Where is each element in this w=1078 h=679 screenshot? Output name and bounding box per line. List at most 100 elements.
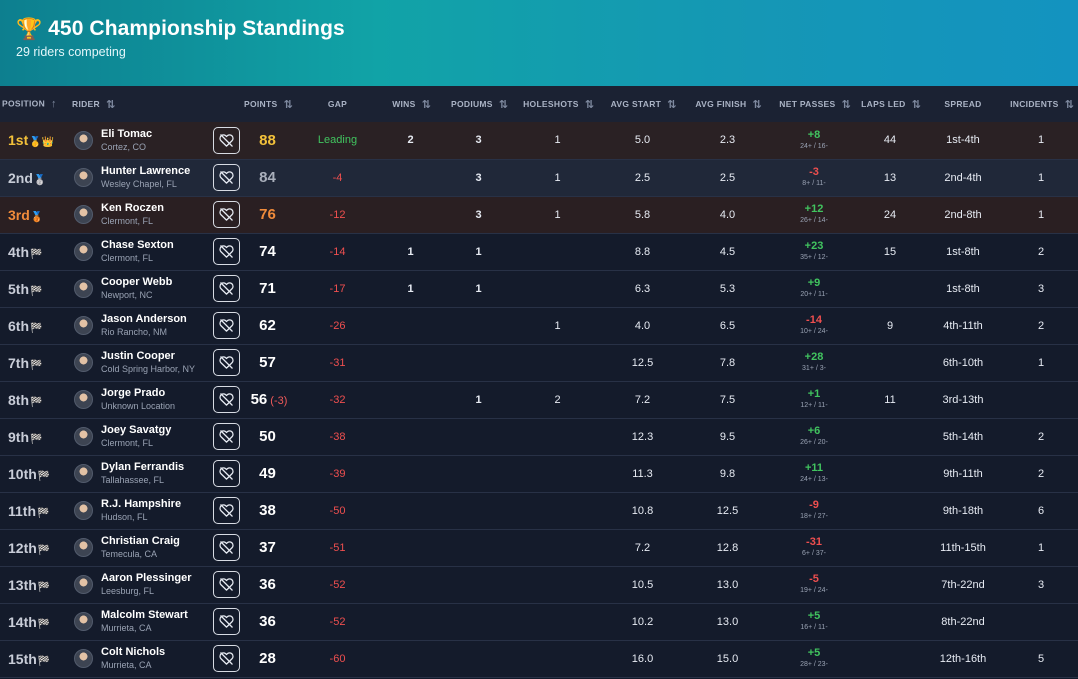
gap-cell: -38 xyxy=(329,430,346,443)
rider-location: Murrieta, CA xyxy=(101,623,152,633)
rider-name[interactable]: Joey Savatgy xyxy=(101,424,172,436)
heart-off-icon xyxy=(219,429,234,444)
rider-cell[interactable]: Dylan Ferrandis Tallahassee, FL xyxy=(70,455,242,492)
table-row[interactable]: 3rd🥉 Ken Roczen Clermont, FL 76 -12 3 1 5.8 4.0 +… xyxy=(0,196,1078,233)
table-row[interactable]: 2nd🥈 Hunter Lawrence Wesley Chapel, FL 84 -4… xyxy=(0,159,1078,196)
table-row[interactable]: 14th🏁 Malcolm Stewart Murrieta, CA 36 -52 10.… xyxy=(0,603,1078,640)
sort-icon[interactable]: ⇅ xyxy=(667,98,676,111)
rider-name[interactable]: Chase Sexton xyxy=(101,239,174,251)
column-header-rider[interactable]: RIDER ⇅ xyxy=(72,98,115,111)
column-header-points[interactable]: POINTS ⇅ xyxy=(244,98,293,111)
sort-ascending-icon[interactable]: ↑ xyxy=(51,98,57,110)
points-value: 88 xyxy=(259,131,276,149)
rider-name[interactable]: Cooper Webb xyxy=(101,276,173,288)
table-row[interactable]: 13th🏁 Aaron Plessinger Leesburg, FL 36 -52 10… xyxy=(0,566,1078,603)
rider-name[interactable]: Eli Tomac xyxy=(101,127,153,140)
column-header-holeshots[interactable]: HOLESHOTS ⇅ xyxy=(523,98,594,111)
sort-icon[interactable]: ⇅ xyxy=(841,98,851,111)
favorite-toggle-button[interactable] xyxy=(213,275,240,302)
incidents-cell: 1 xyxy=(1037,171,1045,184)
favorite-toggle-button[interactable] xyxy=(213,460,240,487)
favorite-toggle-button[interactable] xyxy=(213,497,240,524)
position-cell: 7th🏁 xyxy=(0,344,70,381)
column-header-avg-finish[interactable]: AVG FINISH ⇅ xyxy=(695,98,761,111)
column-header-podiums[interactable]: PODIUMS ⇅ xyxy=(451,98,508,111)
holeshots-cell: 1 xyxy=(554,134,561,147)
table-row[interactable]: 6th🏁 Jason Anderson Rio Rancho, NM 62 -26 1 4.… xyxy=(0,307,1078,344)
rider-cell[interactable]: Chase Sexton Clermont, FL xyxy=(70,233,242,270)
favorite-toggle-button[interactable] xyxy=(213,423,240,450)
table-row[interactable]: 7th🏁 Justin Cooper Cold Spring Harbor, NY 5… xyxy=(0,344,1078,381)
gap-cell: -4 xyxy=(332,171,343,184)
column-header-avg-start[interactable]: AVG START ⇅ xyxy=(610,98,677,111)
rider-name[interactable]: Malcolm Stewart xyxy=(101,609,188,621)
table-row[interactable]: 12th🏁 Christian Craig Temecula, CA 37 -51 7.2… xyxy=(0,529,1078,566)
rider-cell[interactable]: Ken Roczen Clermont, FL xyxy=(70,196,242,233)
column-header-position[interactable]: POSITION ↑ xyxy=(2,98,57,110)
rider-avatar xyxy=(74,649,93,668)
rider-cell[interactable]: Malcolm Stewart Murrieta, CA xyxy=(70,603,242,640)
favorite-toggle-button[interactable] xyxy=(213,608,240,635)
rider-cell[interactable]: Aaron Plessinger Leesburg, FL xyxy=(70,566,242,603)
favorite-toggle-button[interactable] xyxy=(213,645,240,672)
rider-name[interactable]: Hunter Lawrence xyxy=(101,165,191,177)
rider-cell[interactable]: Cooper Webb Newport, NC xyxy=(70,270,242,307)
table-row[interactable]: 4th🏁 Chase Sexton Clermont, FL 74 -14 1 1 8.8 4.… xyxy=(0,233,1078,270)
favorite-toggle-button[interactable] xyxy=(213,534,240,561)
spread-cell: 12th-16th xyxy=(939,652,987,665)
table-row[interactable]: 15th🏁 Colt Nichols Murrieta, CA 28 -60 16.0 15… xyxy=(0,640,1078,677)
table-row[interactable]: 5th🏁 Cooper Webb Newport, NC 71 -17 1 1 6.3 5.3 +… xyxy=(0,270,1078,307)
column-header-incidents[interactable]: INCIDENTS ⇅ xyxy=(1010,98,1074,111)
sort-icon[interactable]: ⇅ xyxy=(1064,98,1074,111)
rider-name[interactable]: R.J. Hampshire xyxy=(101,498,182,510)
sort-icon[interactable]: ⇅ xyxy=(421,98,431,111)
rider-cell[interactable]: Hunter Lawrence Wesley Chapel, FL xyxy=(70,159,242,196)
table-row[interactable]: 10th🏁 Dylan Ferrandis Tallahassee, FL 49 -39… xyxy=(0,455,1078,492)
rider-avatar xyxy=(74,575,93,594)
laps-led-cell: 44 xyxy=(883,134,897,147)
rider-name[interactable]: Justin Cooper xyxy=(101,350,175,362)
sort-icon[interactable]: ⇅ xyxy=(105,98,115,111)
favorite-toggle-button[interactable] xyxy=(213,164,240,191)
rider-name[interactable]: Jorge Prado xyxy=(101,387,166,399)
rider-name[interactable]: Aaron Plessinger xyxy=(101,572,192,584)
favorite-toggle-button[interactable] xyxy=(213,312,240,339)
table-row[interactable]: 9th🏁 Joey Savatgy Clermont, FL 50 -38 12.3 9.5… xyxy=(0,418,1078,455)
favorite-toggle-button[interactable] xyxy=(213,349,240,376)
rider-name[interactable]: Christian Craig xyxy=(101,535,180,547)
rider-cell[interactable]: Justin Cooper Cold Spring Harbor, NY xyxy=(70,344,242,381)
rider-name[interactable]: Jason Anderson xyxy=(101,313,187,325)
favorite-toggle-button[interactable] xyxy=(213,126,240,154)
gap-cell: -26 xyxy=(329,319,346,332)
favorite-toggle-button[interactable] xyxy=(213,238,240,265)
rider-cell[interactable]: Eli Tomac Cortez, CO xyxy=(70,122,242,159)
column-header-wins[interactable]: WINS ⇅ xyxy=(392,98,431,111)
points-cell: 71 xyxy=(242,270,296,307)
column-header-net-passes[interactable]: NET PASSES ⇅ xyxy=(779,98,851,111)
table-row[interactable]: 8th🏁 Jorge Prado Unknown Location 56 (-3) -32… xyxy=(0,381,1078,418)
sort-icon[interactable]: ⇅ xyxy=(498,98,508,111)
column-header-laps-led[interactable]: LAPS LED ⇅ xyxy=(861,98,921,111)
sort-icon[interactable]: ⇅ xyxy=(283,98,292,111)
rider-cell[interactable]: Joey Savatgy Clermont, FL xyxy=(70,418,242,455)
rider-cell[interactable]: Christian Craig Temecula, CA xyxy=(70,529,242,566)
rider-cell[interactable]: Jorge Prado Unknown Location xyxy=(70,381,242,418)
wins-cell xyxy=(379,455,442,492)
sort-icon[interactable]: ⇅ xyxy=(911,98,921,111)
heart-off-icon xyxy=(219,503,234,518)
rider-cell[interactable]: Jason Anderson Rio Rancho, NM xyxy=(70,307,242,344)
wins-cell: 1 xyxy=(407,282,414,295)
rider-cell[interactable]: Colt Nichols Murrieta, CA xyxy=(70,640,242,677)
favorite-toggle-button[interactable] xyxy=(213,201,240,228)
rider-cell[interactable]: R.J. Hampshire Hudson, FL xyxy=(70,492,242,529)
rider-name[interactable]: Ken Roczen xyxy=(101,202,164,214)
sort-icon[interactable]: ⇅ xyxy=(752,98,761,111)
sort-icon[interactable]: ⇅ xyxy=(584,98,594,111)
table-row[interactable]: 1st🥇👑 Eli Tomac Cortez, CO 88 Leading 2 3 1 5.0 2… xyxy=(0,122,1078,159)
rider-name[interactable]: Colt Nichols xyxy=(101,646,166,658)
table-row[interactable]: 11th🏁 R.J. Hampshire Hudson, FL 38 -50 10.8 12… xyxy=(0,492,1078,529)
favorite-toggle-button[interactable] xyxy=(213,386,240,413)
rider-name[interactable]: Dylan Ferrandis xyxy=(101,461,185,473)
position-label: 13th xyxy=(8,576,37,593)
favorite-toggle-button[interactable] xyxy=(213,571,240,598)
